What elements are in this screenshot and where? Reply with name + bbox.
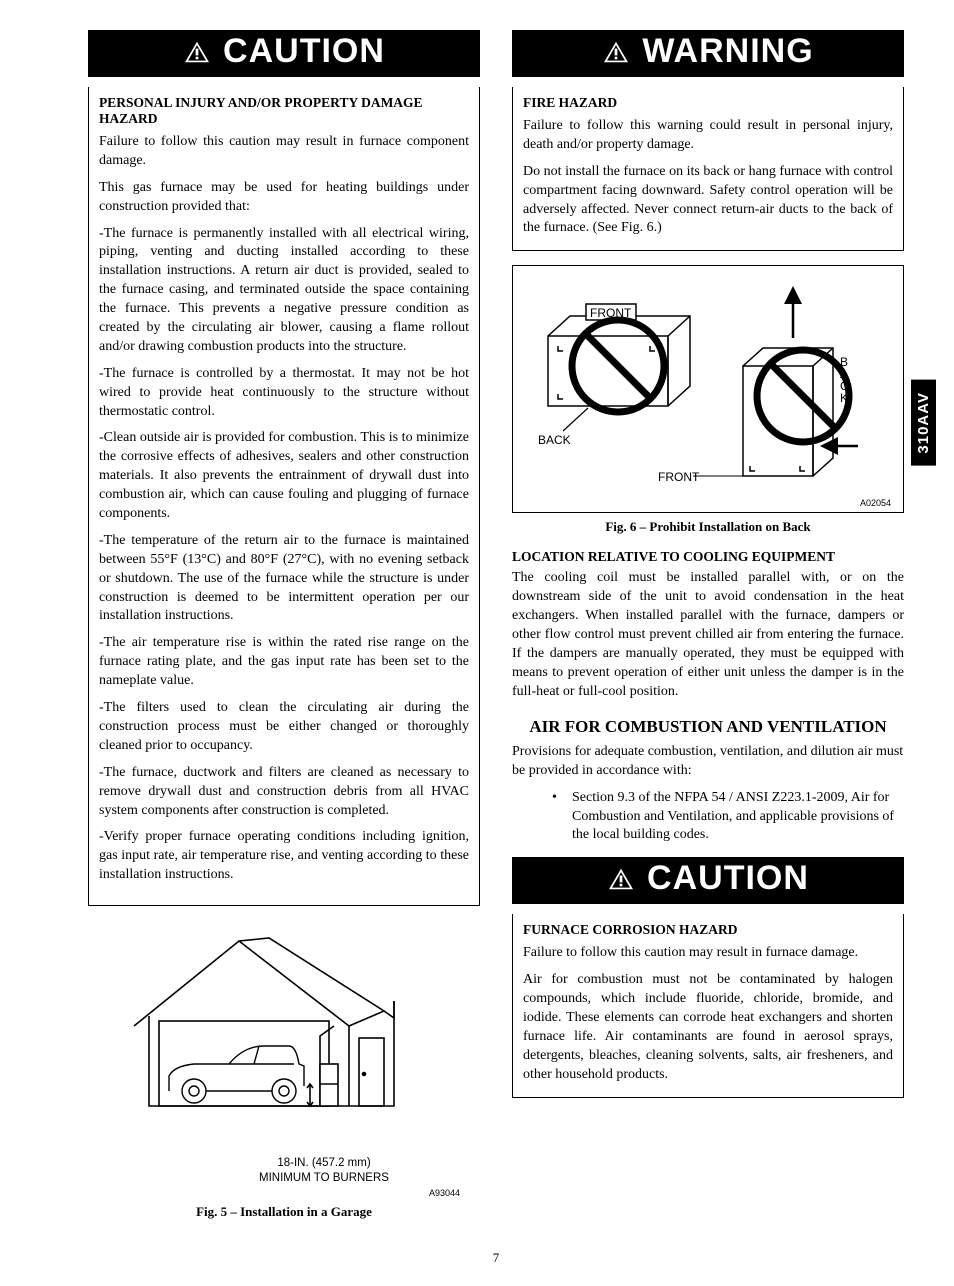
- caution2-heading: FURNACE CORROSION HAZARD: [523, 922, 893, 938]
- caution-b1: -The furnace is permanently installed wi…: [99, 225, 469, 357]
- caution-b3: -Clean outside air is provided for combu…: [99, 429, 469, 523]
- caution-banner-1: CAUTION: [88, 30, 480, 77]
- cooling-heading: LOCATION RELATIVE TO COOLING EQUIPMENT: [512, 549, 904, 565]
- caution-box-2: FURNACE CORROSION HAZARD Failure to foll…: [512, 914, 904, 1097]
- fig6-front-bottom: FRONT: [658, 470, 700, 484]
- caution2-p2: Air for combustion must not be contamina…: [523, 971, 893, 1084]
- caution-b8: -Verify proper furnace operating conditi…: [99, 828, 469, 885]
- caution-heading-1: PERSONAL INJURY AND/OR PROPERTY DAMAGE H…: [99, 95, 469, 127]
- figure-5-garage-diagram: [124, 926, 444, 1156]
- caution-banner-2: CAUTION: [512, 857, 904, 904]
- figure-5: 18-IN. (457.2 mm) MINIMUM TO BURNERS A93…: [88, 926, 480, 1220]
- caution-p2: This gas furnace may be used for heating…: [99, 179, 469, 217]
- caution-box-1: PERSONAL INJURY AND/OR PROPERTY DAMAGE H…: [88, 87, 480, 906]
- air-bullet-text: Section 9.3 of the NFPA 54 / ANSI Z223.1…: [572, 789, 904, 846]
- caution-b7: -The furnace, ductwork and filters are c…: [99, 764, 469, 821]
- fig6-back-left: BACK: [538, 433, 571, 447]
- warning-p2: Do not install the furnace on its back o…: [523, 163, 893, 239]
- warning-triangle-icon: [183, 40, 211, 64]
- fig6-code: A02054: [519, 498, 897, 508]
- fig5-code: A93044: [88, 1188, 480, 1198]
- caution-b6: -The filters used to clean the circulati…: [99, 699, 469, 756]
- svg-text:K: K: [840, 391, 848, 405]
- caution-b4: -The temperature of the return air to th…: [99, 532, 469, 626]
- caution-banner-text: CAUTION: [223, 32, 385, 71]
- page-columns: CAUTION PERSONAL INJURY AND/OR PROPERTY …: [88, 30, 904, 1220]
- warning-triangle-icon: [602, 40, 630, 64]
- caution-banner-2-text: CAUTION: [647, 859, 809, 898]
- warning-box: FIRE HAZARD Failure to follow this warni…: [512, 87, 904, 251]
- right-column: WARNING FIRE HAZARD Failure to follow th…: [512, 30, 904, 1220]
- page-number: 7: [88, 1250, 904, 1266]
- caution-b2: -The furnace is controlled by a thermost…: [99, 365, 469, 422]
- fig5-label1: 18-IN. (457.2 mm): [168, 1156, 480, 1171]
- caution-p1: Failure to follow this caution may resul…: [99, 133, 469, 171]
- cooling-p1: The cooling coil must be installed paral…: [512, 569, 904, 701]
- figure-6-box: FRONT BACK FRONT B A C K A02054: [512, 265, 904, 513]
- side-tab-model: 310AAV: [911, 380, 936, 466]
- warning-banner-text: WARNING: [642, 32, 813, 71]
- figure-6-prohibit-diagram: FRONT BACK FRONT B A C K: [528, 276, 888, 496]
- fig5-label2: MINIMUM TO BURNERS: [168, 1171, 480, 1186]
- bullet-dot-icon: •: [552, 789, 572, 846]
- caution2-p1: Failure to follow this caution may resul…: [523, 944, 893, 963]
- warning-triangle-icon: [607, 867, 635, 891]
- air-heading: AIR FOR COMBUSTION AND VENTILATION: [512, 716, 904, 737]
- fig6-front-top: FRONT: [590, 306, 632, 320]
- left-column: CAUTION PERSONAL INJURY AND/OR PROPERTY …: [88, 30, 480, 1220]
- air-bullet: • Section 9.3 of the NFPA 54 / ANSI Z223…: [552, 789, 904, 846]
- warning-heading: FIRE HAZARD: [523, 95, 893, 111]
- fig5-caption: Fig. 5 – Installation in a Garage: [88, 1204, 480, 1220]
- caution-b5: -The air temperature rise is within the …: [99, 634, 469, 691]
- warning-p1: Failure to follow this warning could res…: [523, 117, 893, 155]
- fig6-caption: Fig. 6 – Prohibit Installation on Back: [512, 519, 904, 535]
- warning-banner: WARNING: [512, 30, 904, 77]
- air-p1: Provisions for adequate combustion, vent…: [512, 743, 904, 781]
